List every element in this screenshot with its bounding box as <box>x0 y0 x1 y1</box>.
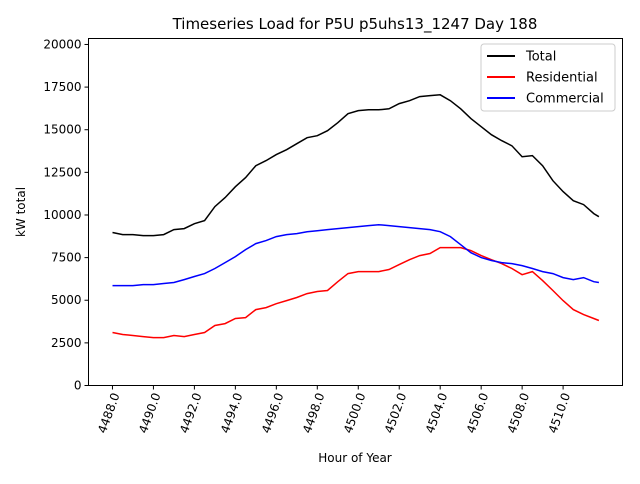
x-tick-label: 4508.0 <box>505 391 533 435</box>
y-axis-label: kW total <box>14 187 28 237</box>
x-tick-label: 4490.0 <box>136 391 164 435</box>
y-tick-label: 0 <box>74 379 82 393</box>
y-tick-label: 7500 <box>51 251 82 265</box>
series-line-total <box>112 94 600 237</box>
x-tick-label: 4502.0 <box>382 391 410 435</box>
legend-box <box>480 43 616 112</box>
y-tick-label: 2500 <box>51 336 82 350</box>
y-tick-label: 10000 <box>43 208 81 222</box>
x-tick-label: 4504.0 <box>423 391 451 435</box>
x-tick-label: 4498.0 <box>300 391 328 435</box>
series-line-commercial <box>112 223 600 287</box>
y-tick-label: 15000 <box>43 123 81 137</box>
y-axis: 0 2500 5000 7500 10000 12500 15000 17500 20000 <box>43 37 89 393</box>
x-tick-label: 4500.0 <box>341 391 369 435</box>
y-tick-label: 5000 <box>51 293 82 307</box>
x-tick-label: 4506.0 <box>464 391 492 435</box>
x-tick-label: 4494.0 <box>218 391 246 435</box>
legend: Total Residential Commercial <box>480 43 616 112</box>
x-tick-label: 4510.0 <box>546 391 574 435</box>
chart-title: Timeseries Load for P5U p5uhs13_1247 Day… <box>172 15 538 34</box>
x-tick-label: 4496.0 <box>259 391 287 435</box>
x-axis-label: Hour of Year <box>318 451 392 465</box>
y-tick-label: 20000 <box>43 37 81 51</box>
x-tick-label: 4492.0 <box>177 391 205 435</box>
legend-label: Commercial <box>526 92 604 107</box>
x-tick-label: 4488.0 <box>95 391 123 435</box>
series-line-residential <box>112 246 600 339</box>
legend-label: Total <box>525 50 556 65</box>
series-group <box>112 94 600 339</box>
legend-label: Residential <box>526 71 598 86</box>
y-tick-label: 12500 <box>43 165 81 179</box>
plot-frame <box>88 38 623 386</box>
y-tick-label: 17500 <box>43 80 81 94</box>
x-axis: 4488.0 4490.0 4492.0 4494.0 4496.0 4498.0 4500… <box>95 385 574 435</box>
